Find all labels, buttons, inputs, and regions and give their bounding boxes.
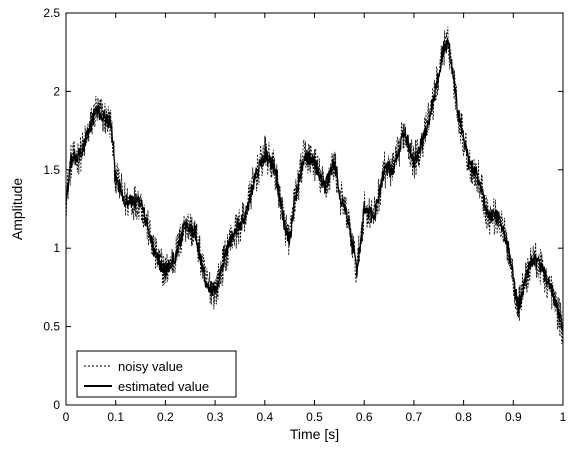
y-tick-label: 2.5 [43, 6, 60, 20]
estimated-value-series [65, 37, 564, 333]
y-tick-label: 2 [53, 84, 60, 98]
y-tick-label: 1.5 [43, 163, 60, 177]
plot-background [66, 13, 563, 405]
x-axis-label: Time [s] [290, 426, 339, 442]
x-tick-label: 1 [560, 410, 567, 424]
x-tick-label: 0 [63, 410, 70, 424]
x-tick-label: 0.1 [107, 410, 124, 424]
y-tick-label: 0.5 [43, 320, 60, 334]
x-tick-label: 0.6 [356, 410, 373, 424]
legend-noisy-label: noisy value [118, 359, 183, 374]
x-tick-label: 0.3 [207, 410, 224, 424]
y-axis-label: Amplitude [9, 178, 25, 240]
x-tick-label: 0.7 [406, 410, 423, 424]
y-tick-label: 0 [53, 398, 60, 412]
legend: noisy value estimated value [76, 350, 237, 398]
legend-estimated-label: estimated value [118, 379, 209, 394]
series-layer [65, 26, 564, 344]
x-tick-label: 0.4 [256, 410, 273, 424]
axis-ticks: 0 0.1 0.2 0.3 0.4 0.5 0.6 0.7 0.8 0.9 1 0 0.5 1 1.5 2 2.… [43, 6, 566, 424]
x-tick-label: 0.9 [505, 410, 522, 424]
legend-box [76, 350, 237, 398]
y-tick-label: 1 [53, 241, 60, 255]
x-tick-label: 0.8 [455, 410, 472, 424]
x-tick-label: 0.2 [157, 410, 174, 424]
x-tick-label: 0.5 [306, 410, 323, 424]
